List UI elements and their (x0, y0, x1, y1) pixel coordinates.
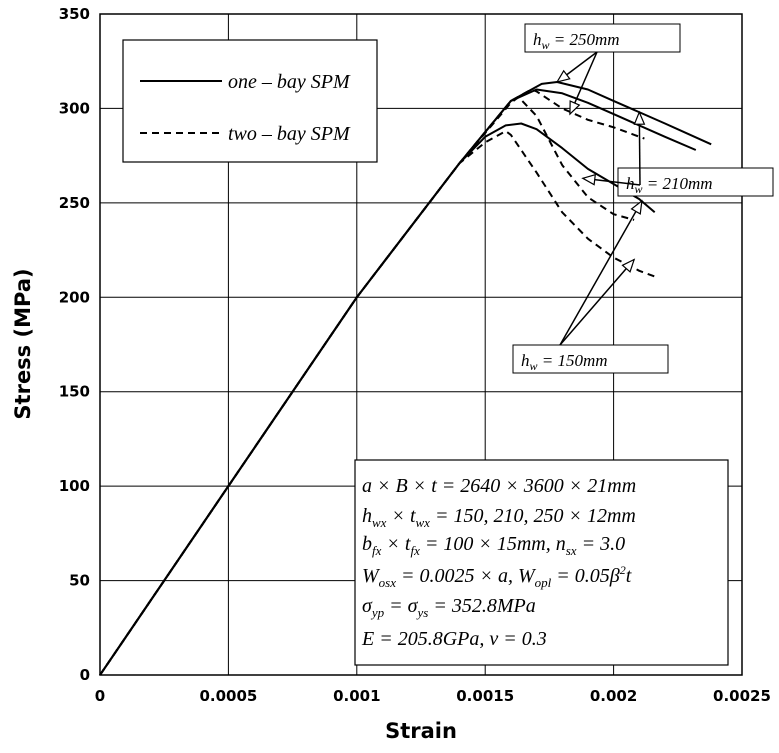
parameter-line-3: bfx × tfx = 100 × 15mm, nsx = 3.0 (362, 533, 625, 558)
annotation-arrowhead (621, 258, 636, 273)
y-tick-label: 50 (69, 572, 90, 590)
parameter-box-frame (354, 459, 729, 666)
parameter-line-4: Wosx = 0.0025 × a, Wopl = 0.05β2t (362, 563, 632, 590)
annotation-arrowhead (581, 173, 596, 186)
annotations: hw = 250mm hw = 210mm hw = 150mm (512, 23, 774, 374)
series-line-two-bay-150 (99, 130, 656, 676)
x-tick-label: 0.0005 (199, 687, 257, 705)
annotation-arrowhead (555, 69, 571, 83)
annotation-arrow (559, 259, 635, 346)
legend: one – bay SPM two – bay SPM (122, 39, 378, 163)
data-curves (99, 81, 712, 676)
x-tick-label: 0.002 (590, 687, 637, 705)
x-tick-labels: 0 0.0005 0.001 0.0015 0.002 0.0025 (95, 687, 771, 705)
annotation-box-210 (617, 167, 774, 197)
annotation-arrow (559, 200, 643, 346)
annotation-arrowhead (569, 100, 581, 116)
y-tick-label: 100 (59, 477, 90, 495)
legend-entry-one-bay: one – bay SPM (228, 71, 351, 93)
parameter-box: a × B × t = 2640 × 3600 × 21mm hwx × twx… (354, 459, 729, 666)
annotation-box-150 (512, 344, 669, 374)
x-tick-label: 0.0015 (456, 687, 514, 705)
annotation-arrowhead (633, 110, 646, 125)
legend-entry-two-bay: two – bay SPM (228, 123, 351, 145)
annotation-arrowhead (630, 199, 643, 215)
legend-box (122, 39, 378, 163)
y-tick-label: 350 (59, 5, 90, 23)
annotation-box-250 (524, 23, 681, 53)
parameter-line-5: σyp = σys = 352.8MPa (362, 595, 536, 620)
y-tick-label: 150 (59, 383, 90, 401)
y-tick-labels: 0 50 100 150 200 250 300 350 (59, 5, 90, 684)
y-tick-label: 250 (59, 194, 90, 212)
parameter-line-2: hwx × twx = 150, 210, 250 × 12mm (362, 505, 636, 530)
plot-frame (99, 13, 743, 676)
y-axis-title: Stress (MPa) (11, 268, 35, 419)
y-tick-label: 300 (59, 99, 90, 117)
parameter-line-6: E = 205.8GPa, ν = 0.3 (361, 628, 547, 650)
x-tick-label: 0.001 (333, 687, 380, 705)
y-tick-label: 200 (59, 288, 90, 306)
series-line-two-bay-210 (99, 96, 635, 676)
x-axis-title: Strain (385, 719, 457, 743)
parameter-line-1: a × B × t = 2640 × 3600 × 21mm (362, 475, 636, 497)
annotation-label-250: hw = 250mm (533, 30, 620, 52)
x-tick-label: 0.0025 (713, 687, 771, 705)
y-tick-label: 0 (80, 666, 90, 684)
x-tick-label: 0 (95, 687, 105, 705)
annotation-label-150: hw = 150mm (521, 351, 608, 373)
